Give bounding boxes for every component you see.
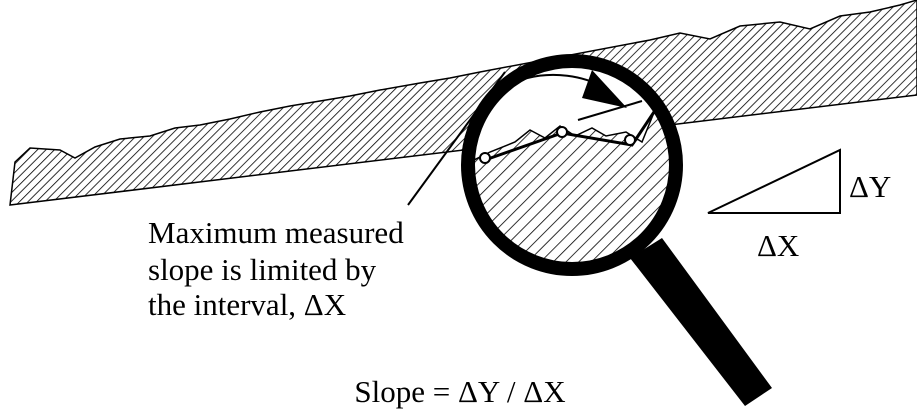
lens-ring bbox=[461, 54, 683, 276]
dy-label: ΔY bbox=[849, 169, 891, 204]
annotation-line: the interval, ΔX bbox=[148, 287, 346, 322]
annotation-line: slope is limited by bbox=[148, 252, 377, 287]
arrow-head bbox=[582, 70, 627, 108]
annotation-line: Maximum measured bbox=[148, 215, 404, 250]
slope-triangle bbox=[707, 148, 841, 214]
handle bbox=[630, 238, 772, 406]
dx-label: ΔX bbox=[757, 228, 799, 263]
sample-point bbox=[479, 152, 491, 164]
slope-line bbox=[577, 100, 643, 121]
formula: Slope = ΔY / ΔX bbox=[354, 374, 565, 409]
terrain bbox=[9, 0, 917, 206]
sample-point bbox=[556, 126, 568, 138]
sample-point bbox=[624, 134, 636, 146]
measured-slope bbox=[484, 99, 664, 162]
